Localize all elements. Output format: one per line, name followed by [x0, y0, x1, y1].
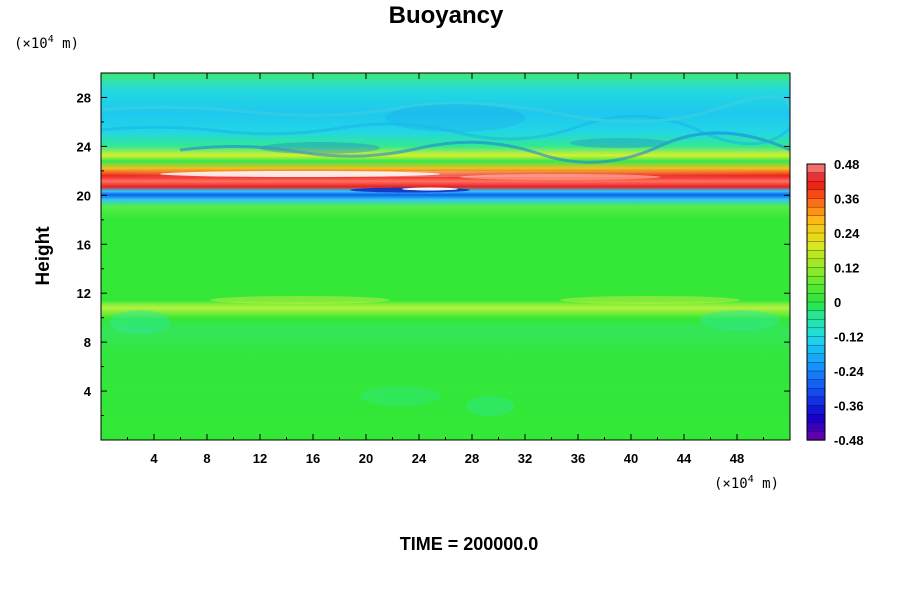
colorbar-label: 0.24: [834, 226, 860, 241]
colorbar-segment: [806, 301, 826, 312]
colorbar-label: 0.48: [834, 157, 859, 172]
colorbar-segment: [806, 224, 826, 234]
x-tick-label: 48: [730, 451, 744, 466]
colorbar: 0.48 0.36 0.24 0.12 0 -0.12 -0.24 -0.36 -0.48: [806, 157, 864, 448]
chart-title: Buoyancy: [389, 2, 504, 29]
colorbar-segment: [806, 163, 826, 174]
colorbar-label: 0: [834, 295, 841, 310]
y-tick-label: 24: [77, 139, 92, 154]
x-unit-suffix: m): [754, 476, 779, 492]
x-tick-label: 8: [203, 451, 210, 466]
colorbar-segment: [806, 215, 826, 226]
x-unit-prefix: (×10: [714, 476, 748, 492]
colorbar-segment: [806, 267, 826, 277]
colorbar-segment: [806, 370, 826, 381]
colorbar-segment: [806, 232, 826, 243]
lower-texture: [110, 296, 780, 416]
colorbar-segment: [806, 405, 826, 415]
x-tick-label: 20: [359, 451, 373, 466]
colorbar-segment: [806, 275, 826, 286]
colorbar-segment: [806, 413, 826, 424]
time-footer: TIME = 200000.0: [400, 534, 539, 554]
colorbar-label: -0.12: [834, 330, 864, 345]
x-tick-label: 12: [253, 451, 267, 466]
x-tick-label: 24: [412, 451, 427, 466]
colorbar-label: -0.24: [834, 364, 864, 379]
colorbar-segment: [806, 379, 826, 389]
colorbar-segment: [806, 310, 826, 320]
y-axis-ticks: 4 8 12 16 20 24 28: [77, 90, 790, 417]
colorbar-segment: [806, 189, 826, 200]
colorbar-segment: [806, 353, 826, 364]
y-tick-label: 16: [77, 237, 91, 252]
colorbar-label: -0.48: [834, 433, 864, 448]
y-tick-label: 8: [84, 335, 91, 350]
y-tick-label: 12: [77, 286, 91, 301]
colorbar-segment: [806, 258, 826, 269]
colorbar-segment: [806, 241, 826, 251]
colorbar-frame: [806, 163, 826, 441]
colorbar-segment: [806, 293, 826, 303]
upper-wave-texture: [101, 95, 790, 164]
x-unit-exp: 4: [748, 474, 754, 485]
colorbar-segment: [806, 396, 826, 407]
colorbar-segment: [806, 181, 826, 191]
x-tick-label: 28: [465, 451, 479, 466]
y-unit-label: (×104 m): [14, 34, 79, 52]
y-tick-label: 20: [77, 188, 91, 203]
colorbar-segment: [806, 344, 826, 355]
colorbar-label: -0.36: [834, 399, 864, 414]
x-tick-label: 32: [518, 451, 532, 466]
colorbar-label: 0.36: [834, 192, 859, 207]
x-unit-label: (×104 m): [714, 474, 779, 492]
y-unit-exp: 4: [48, 34, 54, 45]
colorbar-segment: [806, 319, 826, 329]
colorbar-segment: [806, 388, 826, 398]
colorbar-segment: [806, 206, 826, 217]
colorbar-segment: [806, 422, 826, 433]
colorbar-segment: [806, 250, 826, 260]
y-tick-label: 28: [77, 90, 91, 105]
colorbar-segment: [806, 327, 826, 338]
x-tick-label: 4: [150, 451, 158, 466]
colorbar-segment: [806, 198, 826, 208]
x-axis-ticks: 4 8 12 16 20 24 28 32 36 40 44 48: [127, 73, 764, 466]
colorbar-segment: [806, 362, 826, 372]
core-bands: [101, 171, 790, 193]
colorbar-segment: [806, 431, 826, 441]
x-tick-label: 44: [677, 451, 692, 466]
colorbar-segment: [806, 284, 826, 295]
y-unit-prefix: (×10: [14, 36, 48, 52]
x-tick-label: 36: [571, 451, 585, 466]
y-unit-suffix: m): [54, 36, 79, 52]
y-axis-label: Height: [33, 226, 54, 286]
field-background: [101, 73, 790, 440]
y-tick-label: 4: [84, 384, 92, 399]
colorbar-segment: [806, 172, 826, 182]
x-tick-label: 16: [306, 451, 320, 466]
x-tick-label: 40: [624, 451, 638, 466]
colorbar-segment: [806, 336, 826, 346]
colorbar-label: 0.12: [834, 261, 859, 276]
